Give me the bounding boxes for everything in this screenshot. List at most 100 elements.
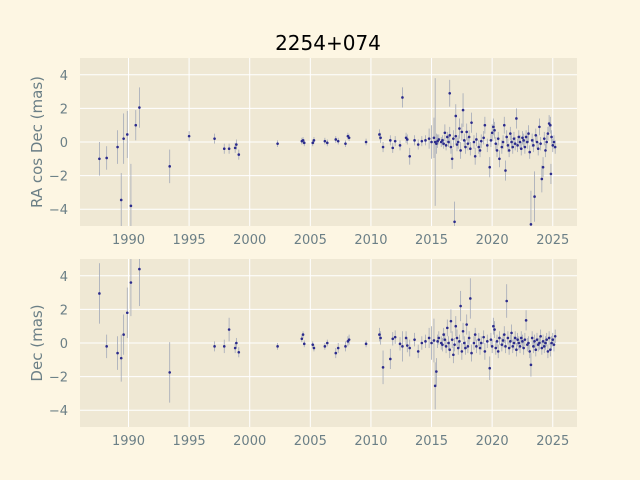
data-point bbox=[477, 145, 481, 149]
data-point bbox=[506, 336, 510, 340]
data-point bbox=[493, 128, 496, 132]
data-point bbox=[492, 324, 495, 328]
data-point bbox=[529, 223, 533, 226]
data-point bbox=[534, 133, 538, 137]
data-point bbox=[469, 297, 472, 300]
data-point bbox=[449, 145, 453, 149]
data-point bbox=[490, 131, 494, 135]
data-point bbox=[416, 350, 420, 353]
data-point bbox=[325, 341, 329, 345]
data-point bbox=[475, 345, 478, 348]
data-point bbox=[470, 351, 473, 355]
data-point bbox=[401, 345, 404, 348]
y-tick-label: 0 bbox=[60, 337, 68, 352]
data-point bbox=[512, 341, 516, 345]
data-point bbox=[472, 341, 476, 345]
data-point bbox=[233, 346, 237, 350]
data-point bbox=[466, 345, 470, 348]
data-point bbox=[449, 319, 453, 323]
data-point bbox=[122, 137, 125, 140]
data-point bbox=[448, 91, 452, 95]
data-point bbox=[517, 135, 521, 139]
data-point bbox=[458, 127, 461, 130]
data-point bbox=[530, 139, 534, 142]
data-point bbox=[479, 139, 483, 143]
data-point bbox=[432, 136, 436, 140]
data-point bbox=[496, 137, 500, 140]
data-point bbox=[507, 346, 511, 350]
data-point bbox=[336, 346, 340, 350]
y-axis-label: Dec (mas) bbox=[28, 304, 46, 381]
data-point bbox=[504, 169, 507, 172]
data-point bbox=[424, 340, 427, 343]
data-point bbox=[116, 145, 119, 149]
x-tick-label: 2005 bbox=[294, 233, 327, 248]
data-point bbox=[490, 345, 494, 348]
data-point bbox=[549, 123, 552, 127]
data-point bbox=[466, 142, 470, 145]
data-point bbox=[381, 145, 385, 149]
data-point bbox=[138, 267, 141, 271]
data-point bbox=[526, 140, 529, 144]
data-point bbox=[105, 345, 108, 348]
data-point bbox=[519, 336, 523, 340]
data-point bbox=[509, 132, 512, 135]
data-point bbox=[461, 108, 465, 112]
x-tick-label: 2020 bbox=[476, 233, 509, 248]
x-tick-label: 1995 bbox=[173, 233, 206, 248]
data-point bbox=[391, 146, 395, 150]
y-tick-label: −4 bbox=[49, 404, 68, 419]
data-point bbox=[405, 344, 409, 347]
x-tick-label: 1995 bbox=[173, 434, 206, 449]
data-point bbox=[511, 345, 515, 348]
data-point bbox=[541, 340, 545, 343]
data-point bbox=[222, 147, 226, 151]
data-point bbox=[408, 346, 412, 350]
data-point bbox=[482, 136, 485, 140]
data-point bbox=[545, 338, 548, 341]
data-point bbox=[334, 138, 338, 141]
data-point bbox=[364, 342, 368, 346]
data-point bbox=[312, 139, 316, 142]
data-point bbox=[444, 345, 448, 348]
data-point bbox=[488, 366, 492, 370]
data-point bbox=[485, 144, 489, 147]
data-point bbox=[398, 144, 402, 147]
data-point bbox=[458, 340, 461, 343]
data-point bbox=[552, 343, 556, 346]
data-point bbox=[460, 350, 464, 353]
data-point bbox=[456, 140, 460, 144]
data-point bbox=[472, 140, 476, 144]
data-point bbox=[312, 346, 316, 350]
data-point bbox=[441, 139, 444, 142]
x-tick-label: 2015 bbox=[415, 233, 448, 248]
data-point bbox=[551, 338, 555, 341]
data-point bbox=[401, 96, 404, 99]
data-point bbox=[213, 345, 216, 348]
x-tick-label: 1990 bbox=[112, 434, 145, 449]
data-point bbox=[524, 319, 528, 322]
data-point bbox=[302, 342, 306, 346]
data-point bbox=[404, 336, 408, 340]
data-point bbox=[524, 135, 528, 139]
data-point bbox=[519, 147, 523, 151]
data-point bbox=[527, 132, 530, 135]
data-point bbox=[530, 336, 534, 340]
data-point bbox=[442, 333, 445, 336]
data-point bbox=[539, 142, 542, 145]
data-point bbox=[516, 338, 519, 341]
data-point bbox=[300, 337, 304, 341]
data-layer bbox=[98, 78, 557, 226]
y-axis-label: RA cos Dec (mas) bbox=[28, 76, 46, 208]
data-point bbox=[515, 117, 518, 120]
data-point bbox=[478, 149, 482, 152]
data-point bbox=[233, 146, 237, 150]
data-point bbox=[323, 345, 327, 348]
data-point bbox=[550, 135, 553, 139]
data-point bbox=[500, 343, 504, 346]
data-point bbox=[510, 331, 513, 335]
data-point bbox=[546, 132, 550, 135]
data-point bbox=[535, 140, 539, 144]
data-point bbox=[413, 338, 416, 341]
data-point bbox=[549, 172, 553, 176]
